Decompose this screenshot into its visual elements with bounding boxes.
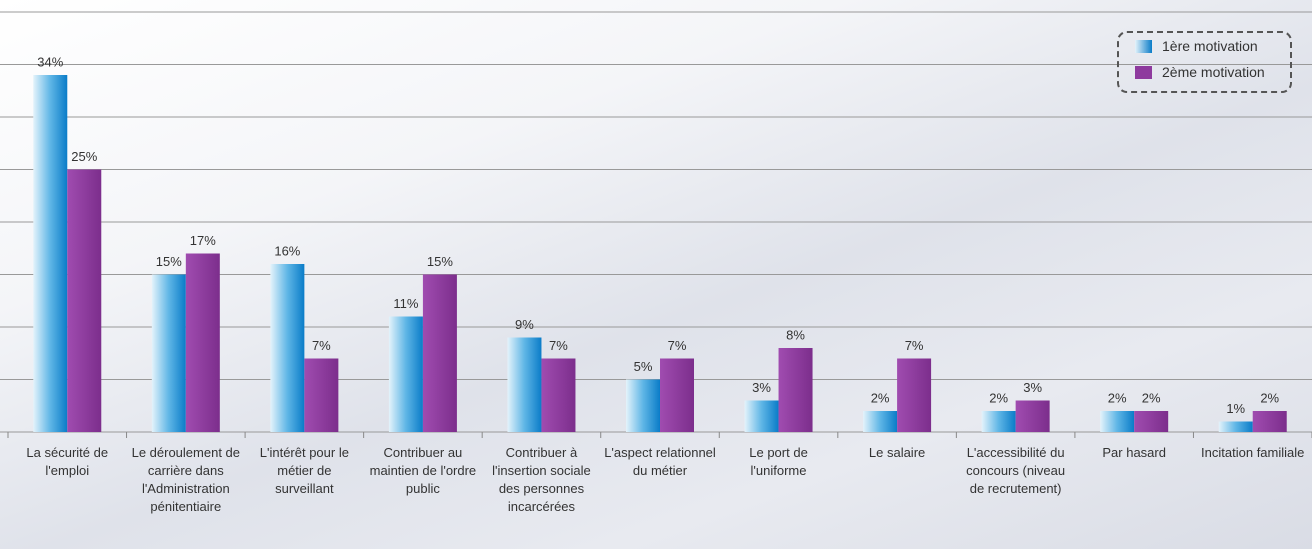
x-tick-label: L'aspect relationnel du métier bbox=[604, 445, 716, 478]
bar bbox=[1134, 411, 1169, 432]
x-tick-label: Contribuer à l'insertion sociale des per… bbox=[492, 445, 591, 514]
bar bbox=[422, 274, 457, 432]
data-label: 7% bbox=[549, 338, 568, 353]
bar bbox=[185, 253, 220, 432]
bar bbox=[67, 169, 102, 432]
x-tick-label: Contribuer au maintien de l'ordre public bbox=[369, 445, 477, 496]
bar bbox=[33, 75, 68, 432]
legend-swatch bbox=[1135, 39, 1152, 53]
bar bbox=[897, 358, 932, 432]
bar bbox=[388, 316, 423, 432]
data-label: 7% bbox=[668, 338, 687, 353]
legend bbox=[1117, 31, 1292, 93]
data-label: 3% bbox=[1023, 380, 1042, 395]
legend-swatch bbox=[1135, 65, 1152, 79]
bar bbox=[863, 411, 898, 432]
data-label: 17% bbox=[190, 233, 216, 248]
bar bbox=[1100, 411, 1135, 432]
data-label: 15% bbox=[427, 254, 453, 269]
data-label: 2% bbox=[1108, 390, 1127, 405]
data-label: 9% bbox=[515, 317, 534, 332]
legend-entry: 1ère motivation bbox=[1135, 38, 1258, 54]
data-label: 5% bbox=[634, 359, 653, 374]
x-tick-label: Incitation familiale bbox=[1201, 445, 1305, 460]
bar bbox=[660, 358, 694, 432]
data-label: 25% bbox=[71, 149, 97, 164]
bar bbox=[1252, 411, 1287, 432]
legend-label: 1ère motivation bbox=[1162, 38, 1258, 54]
data-label: 2% bbox=[871, 390, 890, 405]
x-tick-label: L'accessibilité du concours (niveau de r… bbox=[966, 445, 1066, 496]
x-tick-label: La sécurité de l'emploi bbox=[26, 445, 109, 478]
legend-label: 2ème motivation bbox=[1162, 64, 1265, 80]
bar bbox=[981, 411, 1016, 432]
data-label: 3% bbox=[752, 380, 771, 395]
data-label: 15% bbox=[156, 254, 182, 269]
x-tick-label: Le déroulement de carrière dans l'Admini… bbox=[131, 445, 241, 514]
data-label: 2% bbox=[989, 390, 1008, 405]
bar bbox=[541, 358, 576, 432]
data-label: 2% bbox=[1260, 390, 1279, 405]
data-label: 2% bbox=[1142, 390, 1161, 405]
data-label: 7% bbox=[905, 338, 924, 353]
data-label: 11% bbox=[393, 296, 418, 311]
x-tick-label: Par hasard bbox=[1102, 445, 1166, 460]
bar bbox=[744, 400, 779, 432]
x-tick-label: L'intérêt pour le métier de surveillant bbox=[259, 445, 349, 496]
bar bbox=[151, 274, 186, 432]
x-tick-label: Le port de l'uniforme bbox=[749, 445, 808, 478]
legend-entry: 2ème motivation bbox=[1135, 64, 1265, 80]
data-label: 16% bbox=[274, 243, 300, 258]
bar bbox=[507, 337, 542, 432]
bar bbox=[270, 264, 305, 432]
bar bbox=[304, 358, 339, 432]
data-label: 1% bbox=[1226, 401, 1245, 416]
data-label: 34% bbox=[37, 54, 63, 69]
x-tick-label: Le salaire bbox=[868, 445, 926, 460]
bar bbox=[626, 379, 660, 432]
data-label: 8% bbox=[786, 327, 805, 342]
bar bbox=[1218, 421, 1253, 432]
bar bbox=[778, 348, 813, 432]
bar bbox=[1015, 400, 1050, 432]
data-label: 7% bbox=[312, 338, 331, 353]
